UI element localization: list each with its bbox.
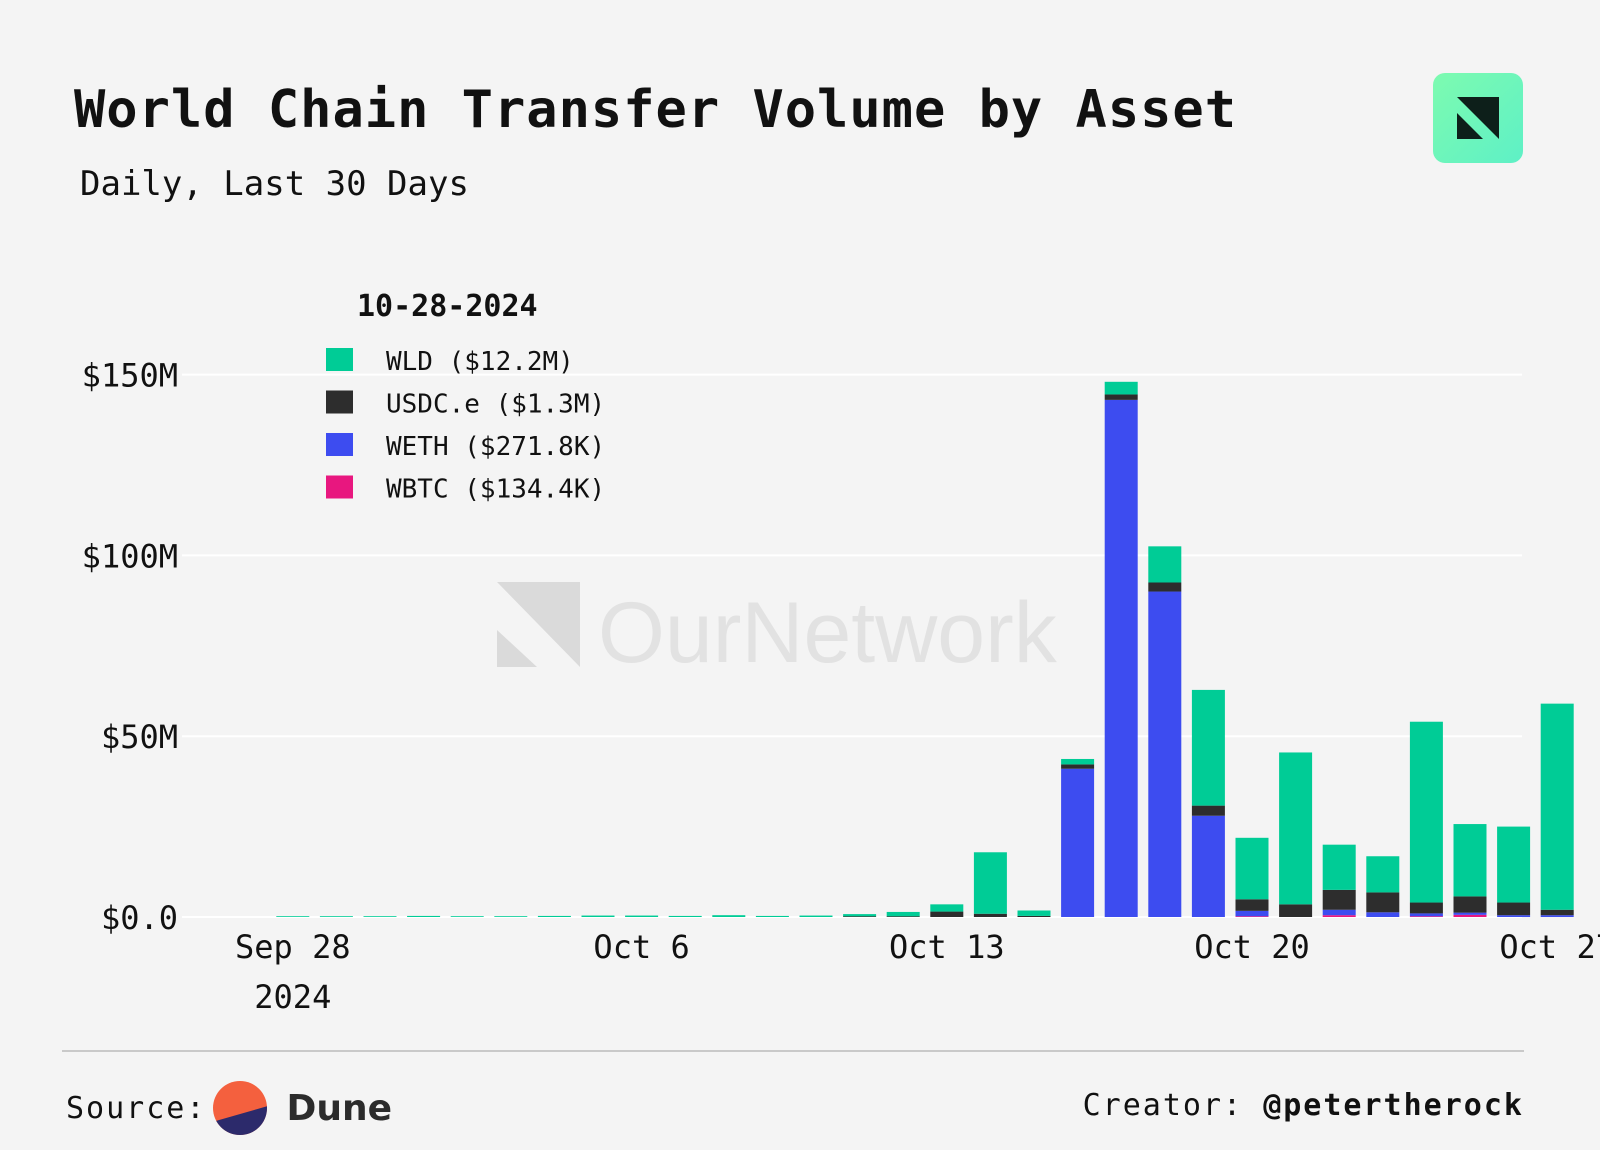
- bar-weth: [1366, 912, 1400, 917]
- legend-swatch-weth: [326, 433, 353, 456]
- creator-handle[interactable]: @petertherock: [1263, 1088, 1524, 1123]
- footer-creator: Creator: @petertherock: [1083, 1088, 1524, 1123]
- bar-usdc-e: [886, 916, 920, 917]
- legend-swatch-usdc-e: [326, 390, 353, 414]
- y-tick-label: $0.0: [101, 899, 178, 937]
- bar-weth: [1453, 912, 1487, 915]
- source-label: Source:: [66, 1090, 207, 1126]
- source-name[interactable]: Dune: [286, 1087, 392, 1129]
- bar-wld: [755, 915, 789, 917]
- bar-usdc-e: [1366, 892, 1400, 913]
- legend-label: WBTC ($134.4K): [386, 475, 605, 505]
- bar-weth: [1540, 915, 1574, 917]
- bar-usdc-e: [1061, 764, 1095, 769]
- bar-wld: [1453, 824, 1487, 897]
- y-tick-label: $150M: [82, 357, 178, 395]
- footer-divider: [62, 1050, 1524, 1052]
- bar-wld: [1235, 837, 1269, 900]
- bar-usdc-e: [843, 916, 877, 917]
- bar-usdc-e: [1148, 582, 1182, 592]
- bar-usdc-e: [930, 911, 964, 917]
- stacked-bar-chart: OurNetwork $0.0 $50M $100M $150M Sep 28 2024…: [82, 289, 1600, 1016]
- x-tick-label: Oct 13: [889, 928, 1005, 966]
- bar-wld: [930, 904, 964, 912]
- creator-label: Creator:: [1082, 1088, 1244, 1123]
- bar-wld: [1497, 826, 1531, 903]
- bar-usdc-e: [1540, 909, 1574, 916]
- x-tick-sublabel: 2024: [254, 978, 331, 1016]
- bar-wld: [407, 915, 441, 917]
- bar-usdc-e: [1409, 902, 1443, 914]
- y-tick-label: $50M: [101, 718, 178, 756]
- bar-wld: [1191, 689, 1225, 806]
- footer-source: Source: Dune: [66, 1078, 392, 1138]
- bar-wld: [276, 916, 310, 917]
- watermark-text: OurNetwork: [598, 585, 1058, 681]
- ournetwork-logo-icon: [1433, 73, 1523, 163]
- bar-wld: [886, 911, 920, 917]
- legend-swatch-wld: [326, 348, 353, 371]
- bar-usdc-e: [1497, 902, 1531, 916]
- bar-usdc-e: [1453, 896, 1487, 913]
- bar-wld: [1061, 758, 1095, 765]
- bar-wbtc: [1409, 916, 1443, 917]
- bar-weth: [1148, 591, 1182, 917]
- watermark-logo-icon-part: [497, 630, 537, 667]
- x-tick-label: Oct 27: [1499, 928, 1600, 966]
- x-tick-label: Oct 20: [1194, 928, 1310, 966]
- bar-wld: [1148, 546, 1182, 583]
- bar-wld: [319, 916, 353, 917]
- bar-wld: [1540, 703, 1574, 910]
- bar-usdc-e: [1104, 394, 1138, 400]
- bar-wld: [450, 916, 484, 917]
- bar-wbtc: [1322, 915, 1356, 917]
- bar-usdc-e: [1279, 904, 1313, 917]
- bar-weth: [1497, 915, 1531, 917]
- bar-usdc-e: [1322, 889, 1356, 910]
- bar-weth: [1061, 768, 1095, 917]
- legend-label: WETH ($271.8K): [386, 432, 605, 462]
- watermark: OurNetwork: [497, 582, 1058, 681]
- bar-wld: [1104, 381, 1138, 395]
- bar-wld: [537, 915, 571, 917]
- bar-wld: [581, 915, 615, 917]
- bar-wbtc: [1235, 916, 1269, 917]
- bar-wbtc: [1453, 914, 1487, 917]
- bar-wld: [494, 916, 528, 917]
- bar-wld: [668, 915, 702, 917]
- legend-label: USDC.e ($1.3M): [386, 390, 605, 420]
- y-tick-label: $100M: [82, 537, 178, 575]
- legend-label: WLD ($12.2M): [386, 347, 574, 377]
- bar-weth: [1191, 815, 1225, 917]
- bar-weth: [1235, 910, 1269, 917]
- watermark-logo-icon: [497, 582, 580, 667]
- bar-wld: [843, 914, 877, 917]
- chart-title: World Chain Transfer Volume by Asset: [74, 80, 1238, 140]
- bar-usdc-e: [1235, 899, 1269, 911]
- bar-wld: [1366, 856, 1400, 893]
- bar-wld: [799, 915, 833, 917]
- bar-usdc-e: [1017, 915, 1051, 917]
- bar-weth: [1322, 909, 1356, 916]
- dune-logo-icon: [213, 1081, 268, 1135]
- bar-wld: [1017, 910, 1051, 916]
- bar-wld: [973, 852, 1007, 914]
- x-tick-label: Sep 28: [235, 928, 351, 966]
- bar-wld: [1279, 752, 1313, 905]
- bar-wld: [625, 915, 659, 917]
- bar-weth: [1104, 399, 1138, 917]
- chart-subtitle: Daily, Last 30 Days: [80, 164, 469, 204]
- bar-usdc-e: [1191, 805, 1225, 816]
- bar-usdc-e: [973, 913, 1007, 917]
- bar-wld: [712, 915, 746, 917]
- bar-weth: [1409, 913, 1443, 917]
- x-tick-label: Oct 6: [593, 928, 689, 966]
- bar-wld: [363, 916, 397, 917]
- legend-title: 10-28-2024: [357, 289, 538, 324]
- bar-wld: [1322, 844, 1356, 890]
- legend-swatch-wbtc: [326, 475, 353, 499]
- bar-wld: [1409, 721, 1443, 903]
